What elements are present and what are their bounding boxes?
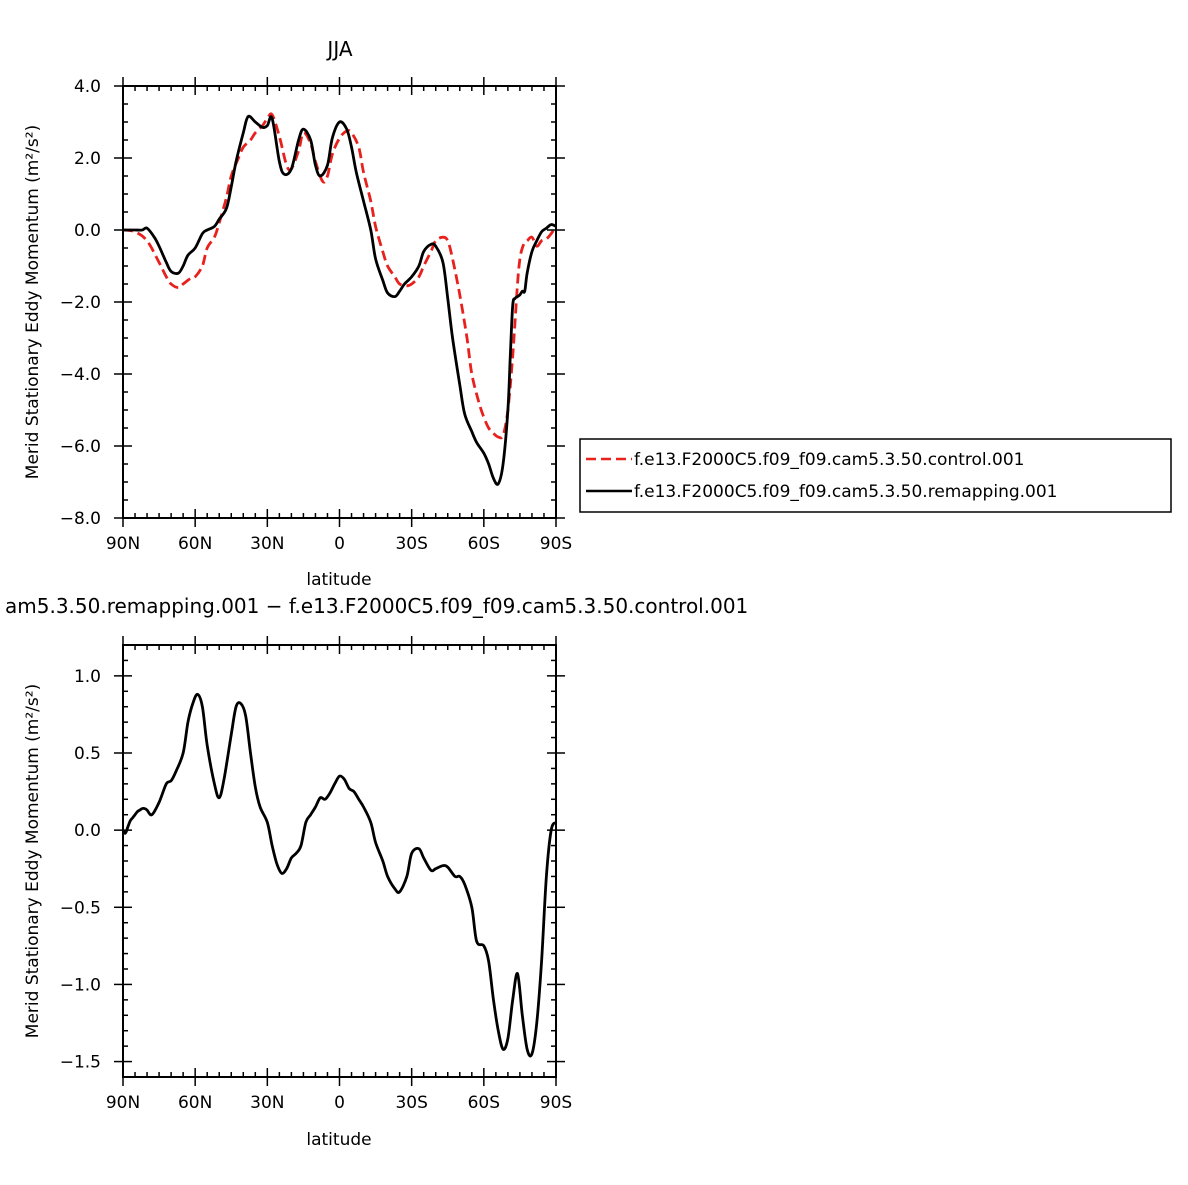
top-y-axis-unit: (m²/s²) <box>23 125 43 183</box>
bottom-y-tick-label: 1.0 <box>74 667 101 687</box>
top-x-tick-label: 90S <box>540 534 572 554</box>
top-panel: JJA 90N 60N 30N 0 30S 60S 90S −8.0 −6.0 −4.0 −2.0 0… <box>23 37 572 590</box>
bottom-x-tick-label: 60S <box>468 1093 500 1113</box>
bottom-x-tick-label: 60N <box>178 1093 212 1113</box>
top-y-tick-label: −6.0 <box>60 437 101 457</box>
top-y-tick-label: −8.0 <box>60 509 101 529</box>
top-x-tick-label: 30N <box>250 534 284 554</box>
bottom-y-tick-label: −1.5 <box>60 1053 101 1073</box>
top-x-tick-label: 90N <box>106 534 140 554</box>
bottom-x-tick-label: 30N <box>250 1093 284 1113</box>
bottom-y-axis-label: Merid Stationary Eddy Momentum (m²/s²) <box>23 684 43 1038</box>
bottom-y-axis-unit: (m²/s²) <box>23 684 43 742</box>
bottom-x-tick-label: 90N <box>106 1093 140 1113</box>
top-chart-title: JJA <box>325 37 352 61</box>
top-y-tick-label: −2.0 <box>60 293 101 313</box>
top-y-tick-label: 0.0 <box>74 221 101 241</box>
bottom-series-line-1 <box>121 692 558 1058</box>
bottom-panel: am5.3.50.remapping.001 − f.e13.F2000C5.f… <box>5 594 748 1150</box>
legend-label-remapping: f.e13.F2000C5.f09_f09.cam5.3.50.remappin… <box>634 482 1058 502</box>
top-axes: 90N 60N 30N 0 30S 60S 90S −8.0 −6.0 −4.0 −2.0 0.0 2.… <box>60 77 572 554</box>
bottom-y-tick-label: 0.0 <box>74 821 101 841</box>
top-y-tick-label: −4.0 <box>60 365 101 385</box>
top-y-tick-label: 2.0 <box>74 149 101 169</box>
legend-label-control: f.e13.F2000C5.f09_f09.cam5.3.50.control.… <box>634 450 1025 470</box>
top-x-tick-label: 60S <box>468 534 500 554</box>
top-x-tick-label: 30S <box>395 534 427 554</box>
top-x-axis-label: latitude <box>306 570 371 590</box>
bottom-y-tick-label: −0.5 <box>60 898 101 918</box>
top-chart-marks <box>122 112 558 486</box>
top-x-tick-label: 60N <box>178 534 212 554</box>
legend: f.e13.F2000C5.f09_f09.cam5.3.50.control.… <box>579 438 1172 513</box>
top-y-tick-label: 4.0 <box>74 77 101 97</box>
bottom-axes: 90N 60N 30N 0 30S 60S 90S −1.5 −1.0 −0.5 0.0 0.5 1.0 <box>60 636 572 1113</box>
top-plot-frame <box>122 85 557 519</box>
bottom-y-tick-label: 0.5 <box>74 744 101 764</box>
bottom-chart-title: am5.3.50.remapping.001 − f.e13.F2000C5.f… <box>5 594 748 618</box>
bottom-x-tick-label: 30S <box>395 1093 427 1113</box>
legend-box <box>579 438 1172 513</box>
top-y-axis-label: Merid Stationary Eddy Momentum (m²/s²) <box>23 125 43 479</box>
bottom-x-tick-label: 90S <box>540 1093 572 1113</box>
top-x-tick-label: 0 <box>334 534 345 554</box>
bottom-chart-marks <box>121 692 558 1058</box>
bottom-x-tick-label: 0 <box>334 1093 345 1113</box>
top-series-line-2 <box>122 114 557 486</box>
top-series-line-1 <box>122 112 558 440</box>
bottom-plot-frame <box>122 644 557 1078</box>
bottom-y-tick-label: −1.0 <box>60 975 101 995</box>
bottom-x-axis-label: latitude <box>306 1130 371 1150</box>
